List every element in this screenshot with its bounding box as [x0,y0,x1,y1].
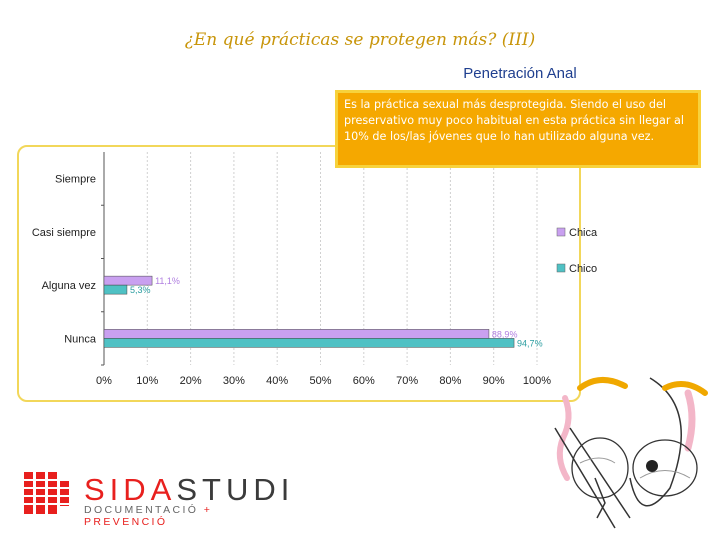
bar-chico [103,338,515,348]
chart-subtitle: Penetración Anal [463,65,577,82]
logo-mark-icon [24,472,69,514]
bar-chica [103,329,490,339]
decorative-illustration [554,377,708,529]
bar-chico [103,284,128,295]
x-tick-label: 40% [266,375,288,387]
category-label: Nunca [64,333,97,345]
legend-swatch-chica [556,227,566,237]
category-label: Casi siempre [32,227,96,239]
logo-word-studi: STUDI [176,472,295,507]
bar-chica [103,275,153,286]
x-tick-label: 60% [353,375,375,387]
page-title: ¿En qué prácticas se protegen más? (III) [184,30,536,50]
data-label: 94,7% [517,338,543,348]
x-tick-label: 50% [309,375,331,387]
data-label: 11,1% [155,276,180,286]
logo-sub-documentacio: DOCUMENTACIÓ [84,504,199,516]
x-tick-label: 10% [136,375,158,387]
data-label: 88,9% [492,329,518,339]
x-tick-label: 80% [439,375,461,387]
note-box: Es la práctica sexual más desprotegida. … [335,90,701,168]
x-tick-label: 100% [523,375,551,387]
legend-label-chica: Chica [569,227,598,239]
x-tick-label: 90% [483,375,505,387]
logo-word-sida: SIDA [84,472,177,507]
x-tick-label: 20% [180,375,202,387]
sidastudi-logo: SIDASTUDI DOCUMENTACIÓ + PREVENCIÓ [24,470,289,528]
x-tick-label: 70% [396,375,418,387]
legend-swatch-chico [556,263,566,273]
logo-sub-prevencio: + PREVENCIÓ [84,504,213,528]
legend-label-chico: Chico [569,263,597,275]
category-label: Alguna vez [42,280,96,292]
x-tick-label: 30% [223,375,245,387]
chart-frame [17,145,581,402]
x-tick-label: 0% [96,375,112,387]
category-label: Siempre [55,174,96,186]
data-label: 5,3% [130,285,151,295]
